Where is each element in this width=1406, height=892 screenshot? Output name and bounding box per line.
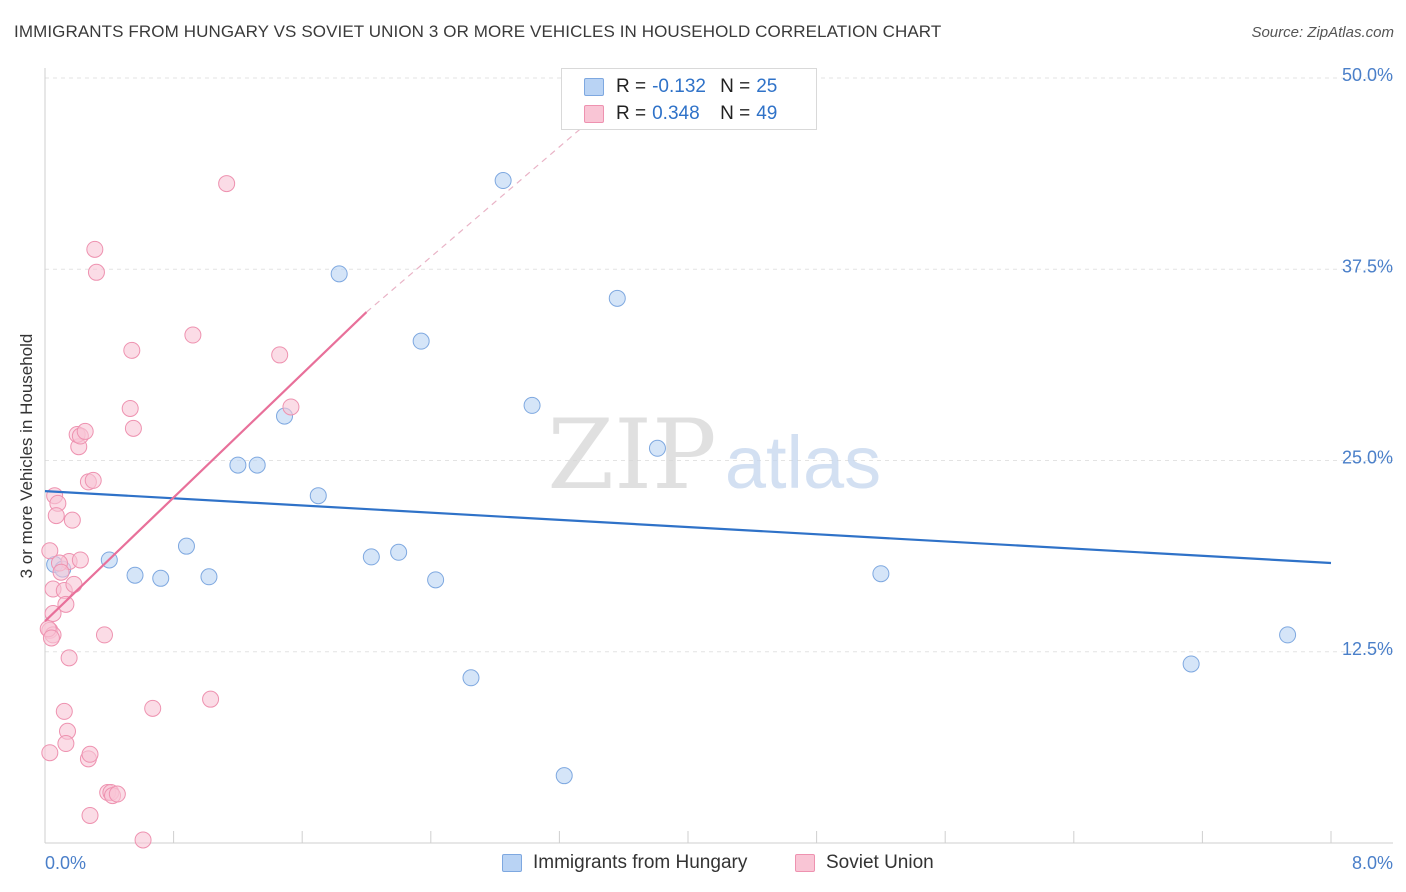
n-value-soviet: 49 — [756, 103, 778, 124]
hungary-point — [152, 569, 170, 587]
hungary-point — [390, 543, 408, 561]
hungary-point — [330, 265, 348, 283]
chart-title: IMMIGRANTS FROM HUNGARY VS SOVIET UNION … — [14, 22, 942, 41]
n-value-hungary: 25 — [756, 76, 778, 97]
hungary-point — [362, 548, 380, 566]
n-label: N = — [720, 103, 751, 124]
stats-row-hungary: R = -0.132 N = 25 — [584, 74, 777, 100]
hungary-point — [412, 332, 430, 350]
hungary-point — [126, 566, 144, 584]
soviet-point — [124, 419, 142, 437]
soviet-point — [57, 595, 75, 613]
chart-source: Source: ZipAtlas.com — [1251, 24, 1394, 41]
tick-labels: 12.5% 25.0% 37.5% 50.0% 0.0% 8.0% — [45, 65, 1393, 873]
soviet-point — [271, 346, 289, 364]
soviet-point — [282, 398, 300, 416]
soviet-point — [202, 690, 220, 708]
watermark-zip: ZIP — [547, 399, 716, 511]
watermark: ZIP atlas — [547, 399, 881, 511]
legend-swatch-hungary — [502, 854, 522, 872]
x-tick-label: 0.0% — [45, 853, 86, 873]
soviet-point — [71, 551, 89, 569]
soviet-swatch — [584, 105, 604, 123]
soviet-point — [42, 629, 60, 647]
soviet-point — [218, 175, 236, 193]
soviet-point — [86, 240, 104, 258]
soviet-point — [41, 542, 59, 560]
y-tick-label: 37.5% — [1342, 256, 1393, 276]
legend-label-soviet: Soviet Union — [826, 852, 934, 873]
soviet-point — [81, 806, 99, 824]
r-value-soviet: 0.348 — [652, 103, 700, 124]
stats-box: R = -0.132 N = 25 R = 0.348 N = 49 — [561, 68, 817, 130]
soviet-point — [57, 735, 75, 753]
legend-label-hungary: Immigrants from Hungary — [533, 852, 748, 873]
r-value-hungary: -0.132 — [652, 76, 706, 97]
soviet-point — [81, 745, 99, 763]
hungary-point — [229, 456, 247, 474]
trend-lines — [44, 77, 1332, 622]
soviet-trend-line — [44, 311, 368, 622]
soviet-point — [84, 471, 102, 489]
soviet-point — [144, 699, 162, 717]
hungary-point — [555, 767, 573, 785]
hungary-point — [648, 439, 666, 457]
hungary-point — [1182, 655, 1200, 673]
data-points — [39, 172, 1297, 849]
soviet-point — [52, 563, 70, 581]
soviet-point — [108, 785, 126, 803]
y-tick-label: 12.5% — [1342, 639, 1393, 659]
hungary-point — [200, 568, 218, 586]
soviet-point — [55, 702, 73, 720]
y-tick-label: 25.0% — [1342, 448, 1393, 468]
hungary-point — [872, 565, 890, 583]
grid-lines — [45, 77, 1393, 653]
soviet-point — [47, 507, 65, 525]
soviet-point — [184, 326, 202, 344]
hungary-point — [462, 669, 480, 687]
soviet-point — [41, 744, 59, 762]
watermark-atlas: atlas — [725, 421, 881, 504]
hungary-point — [494, 172, 512, 190]
soviet-point — [63, 511, 81, 529]
hungary-point — [177, 537, 195, 555]
soviet-point — [65, 575, 83, 593]
soviet-point — [95, 626, 113, 644]
n-label: N = — [720, 76, 751, 97]
stats-row-soviet: R = 0.348 N = 49 — [584, 101, 777, 127]
hungary-swatch — [584, 78, 604, 96]
hungary-point — [309, 487, 327, 505]
y-tick-label: 50.0% — [1342, 65, 1393, 85]
hungary-point — [248, 456, 266, 474]
soviet-point — [134, 831, 152, 849]
legend-item-hungary[interactable]: Immigrants from Hungary — [502, 852, 747, 874]
soviet-point — [76, 422, 94, 440]
r-label: R = — [616, 76, 647, 97]
soviet-point — [60, 649, 78, 667]
r-label: R = — [616, 103, 647, 124]
legend-swatch-soviet — [795, 854, 815, 872]
legend: Immigrants from Hungary Soviet Union — [0, 852, 1406, 878]
axes — [44, 68, 1393, 844]
hungary-point — [1279, 626, 1297, 644]
hungary-point — [608, 289, 626, 307]
x-tick-label: 8.0% — [1352, 853, 1393, 873]
hungary-point — [523, 396, 541, 414]
soviet-point — [87, 263, 105, 281]
legend-item-soviet[interactable]: Soviet Union — [795, 852, 934, 874]
soviet-point — [123, 341, 141, 359]
hungary-point — [427, 571, 445, 589]
soviet-point — [121, 399, 139, 417]
hungary-trend-line — [44, 490, 1332, 565]
